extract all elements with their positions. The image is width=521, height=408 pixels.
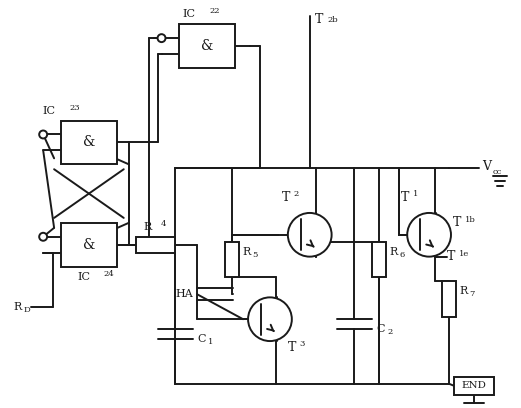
Text: R: R xyxy=(242,247,251,257)
Text: T: T xyxy=(453,216,461,229)
Circle shape xyxy=(39,131,47,138)
Text: END: END xyxy=(462,381,486,390)
Text: C: C xyxy=(197,334,206,344)
Bar xyxy=(61,223,117,266)
Text: 1: 1 xyxy=(208,338,214,346)
Text: T: T xyxy=(288,341,296,353)
Text: D: D xyxy=(23,306,30,314)
Text: HA: HA xyxy=(176,289,193,299)
Circle shape xyxy=(39,233,47,241)
Circle shape xyxy=(248,297,292,341)
Bar xyxy=(135,237,176,253)
Text: &: & xyxy=(83,135,95,149)
Text: IC: IC xyxy=(43,106,56,115)
Text: cc: cc xyxy=(493,168,502,176)
Text: 6: 6 xyxy=(399,251,404,259)
Text: &: & xyxy=(201,39,214,53)
Bar xyxy=(442,282,456,317)
Circle shape xyxy=(407,213,451,257)
Text: C: C xyxy=(376,324,385,334)
Text: &: & xyxy=(83,238,95,252)
Text: 2: 2 xyxy=(294,190,299,198)
Text: 1b: 1b xyxy=(465,216,476,224)
Text: T: T xyxy=(401,191,410,204)
Text: 7: 7 xyxy=(469,290,474,298)
Text: 2b: 2b xyxy=(328,16,338,24)
Circle shape xyxy=(288,213,332,257)
Text: 1e: 1e xyxy=(459,250,469,258)
Text: 4: 4 xyxy=(160,220,166,228)
Text: R: R xyxy=(143,222,152,232)
Text: T: T xyxy=(315,13,323,26)
Bar xyxy=(225,242,239,277)
Text: T: T xyxy=(282,191,290,204)
Bar xyxy=(61,121,117,164)
Text: 24: 24 xyxy=(104,270,115,277)
Bar xyxy=(454,377,494,395)
Bar xyxy=(179,24,235,68)
Text: R: R xyxy=(14,302,21,312)
Circle shape xyxy=(157,34,166,42)
Text: R: R xyxy=(389,247,398,257)
Bar xyxy=(373,242,387,277)
Text: 22: 22 xyxy=(209,7,220,16)
Text: IC: IC xyxy=(78,271,91,282)
Text: 23: 23 xyxy=(69,104,80,112)
Text: 3: 3 xyxy=(300,340,305,348)
Text: V: V xyxy=(482,160,491,173)
Text: 5: 5 xyxy=(252,251,257,259)
Text: 2: 2 xyxy=(387,328,392,336)
Text: 1: 1 xyxy=(413,190,418,198)
Text: T: T xyxy=(447,250,455,263)
Text: R: R xyxy=(459,286,467,296)
Text: IC: IC xyxy=(183,9,196,19)
